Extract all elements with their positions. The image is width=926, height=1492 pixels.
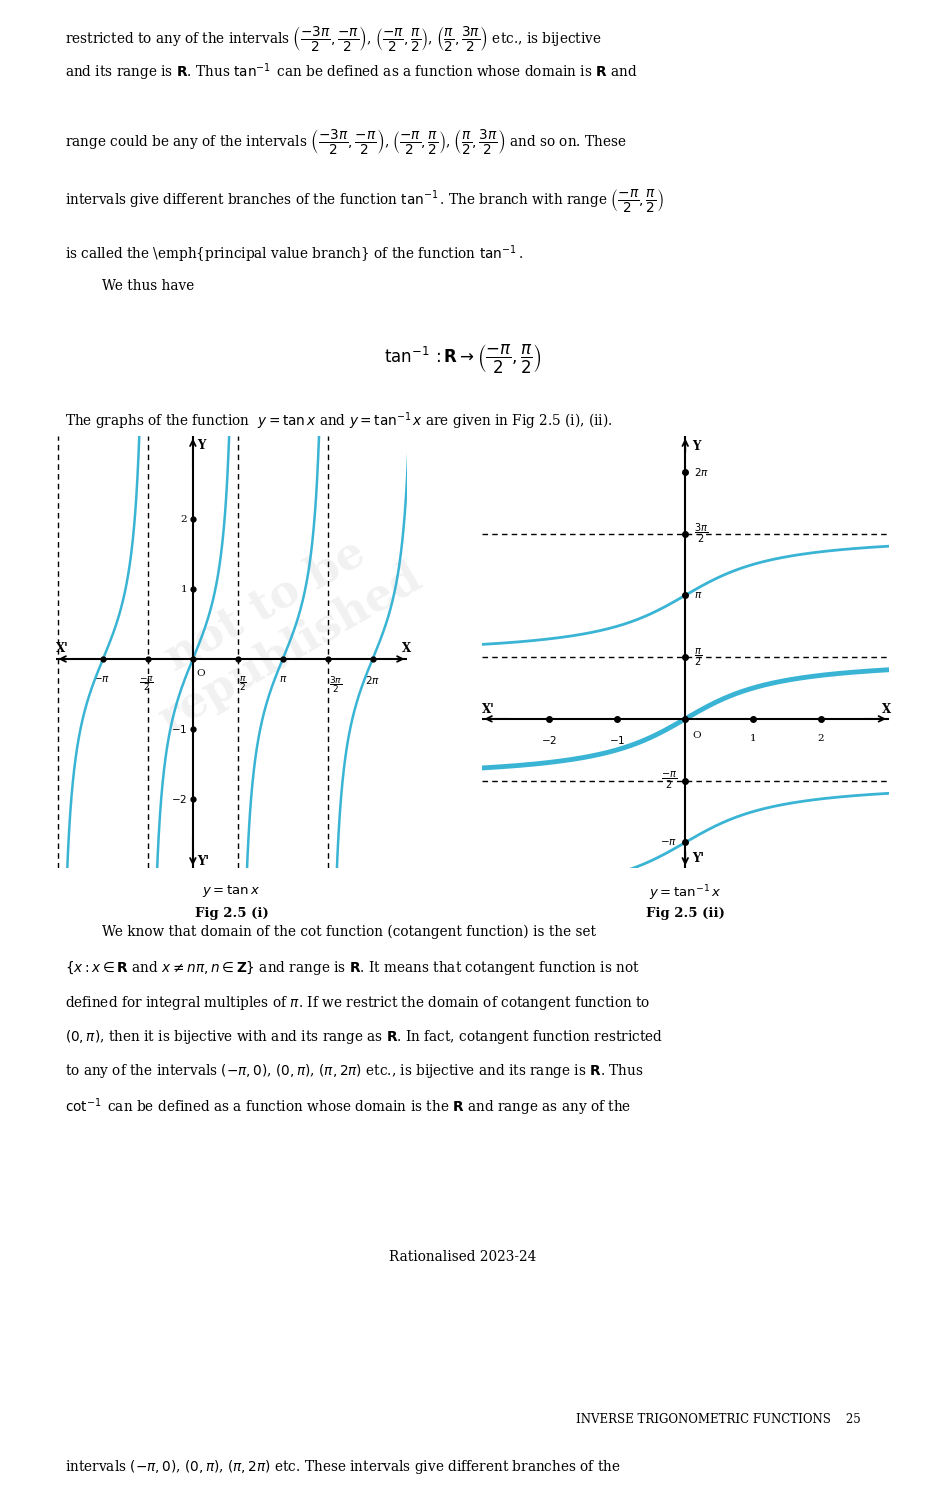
Text: $(0, \pi)$, then it is bijective with and its range as $\mathbf{R}$. In fact, co: $(0, \pi)$, then it is bijective with an…: [65, 1028, 663, 1046]
Text: 2: 2: [818, 734, 824, 743]
Text: $-1$: $-1$: [170, 722, 187, 734]
Text: $\{x : x \in \mathbf{R}$ and $x \neq n\pi, n \in \mathbf{Z}\}$ and range is $\ma: $\{x : x \in \mathbf{R}$ and $x \neq n\p…: [65, 959, 640, 977]
Text: X: X: [402, 642, 411, 655]
Text: $-\pi$: $-\pi$: [93, 674, 110, 685]
Text: $2\pi$: $2\pi$: [365, 674, 381, 686]
Text: $-1$: $-1$: [609, 734, 625, 746]
Text: defined for integral multiples of $\pi$. If we restrict the domain of cotangent : defined for integral multiples of $\pi$.…: [65, 994, 650, 1012]
Text: $-2$: $-2$: [171, 792, 187, 804]
Text: We know that domain of the cot function (cotangent function) is the set: We know that domain of the cot function …: [102, 925, 595, 940]
Text: Rationalised 2023-24: Rationalised 2023-24: [389, 1250, 537, 1264]
Text: INVERSE TRIGONOMETRIC FUNCTIONS    25: INVERSE TRIGONOMETRIC FUNCTIONS 25: [576, 1413, 861, 1426]
Text: and its range is $\mathbf{R}$. Thus $\tan^{-1}$ can be defined as a function who: and its range is $\mathbf{R}$. Thus $\ta…: [65, 61, 637, 82]
Text: to any of the intervals $(-\pi, 0)$, $(0, \pi)$, $(\pi, 2\pi)$ etc., is bijectiv: to any of the intervals $(-\pi, 0)$, $(0…: [65, 1062, 644, 1080]
Text: $\pi$: $\pi$: [279, 674, 287, 685]
Text: $y = \tan x$: $y = \tan x$: [203, 883, 260, 900]
Text: Y: Y: [692, 440, 700, 452]
Text: intervals $(-\pi, 0)$, $(0, \pi)$, $(\pi, 2\pi)$ etc. These intervals give diffe: intervals $(-\pi, 0)$, $(0, \pi)$, $(\pi…: [65, 1458, 620, 1476]
Text: $\dfrac{3\pi}{2}$: $\dfrac{3\pi}{2}$: [329, 674, 343, 695]
Text: Y: Y: [197, 439, 206, 452]
Text: Fig 2.5 (ii): Fig 2.5 (ii): [645, 907, 725, 921]
Text: $y = \tan^{-1}x$: $y = \tan^{-1}x$: [649, 883, 721, 903]
Text: We thus have: We thus have: [102, 279, 194, 292]
Text: 1: 1: [181, 585, 187, 594]
Text: X': X': [482, 703, 494, 716]
Text: restricted to any of the intervals $\left(\dfrac{-3\pi}{2}, \dfrac{-\pi}{2}\righ: restricted to any of the intervals $\lef…: [65, 24, 602, 52]
Text: Y': Y': [197, 855, 209, 868]
Text: 2: 2: [181, 515, 187, 524]
Text: is called the \emph{principal value branch} of the function $\tan^{-1}$.: is called the \emph{principal value bran…: [65, 243, 523, 264]
Text: $-2$: $-2$: [542, 734, 557, 746]
Text: $\cot^{-1}$ can be defined as a function whose domain is the $\mathbf{R}$ and ra: $\cot^{-1}$ can be defined as a function…: [65, 1097, 631, 1118]
Text: $-\pi$: $-\pi$: [660, 837, 677, 847]
Text: $\pi$: $\pi$: [694, 591, 703, 600]
Text: $\dfrac{\pi}{2}$: $\dfrac{\pi}{2}$: [239, 674, 247, 694]
Text: O: O: [196, 670, 205, 679]
Text: $\tan^{-1} : \mathbf{R} \rightarrow \left(\dfrac{-\pi}{2}, \dfrac{\pi}{2}\right): $\tan^{-1} : \mathbf{R} \rightarrow \lef…: [384, 342, 542, 374]
Text: $\dfrac{3\pi}{2}$: $\dfrac{3\pi}{2}$: [694, 522, 708, 545]
Text: $\dfrac{-\pi}{2}$: $\dfrac{-\pi}{2}$: [139, 674, 154, 694]
Text: X: X: [882, 703, 892, 716]
Text: X': X': [56, 642, 69, 655]
Text: 1: 1: [750, 734, 757, 743]
Text: O: O: [692, 731, 701, 740]
Text: $\dfrac{-\pi}{2}$: $\dfrac{-\pi}{2}$: [661, 770, 677, 791]
Text: Fig 2.5 (i): Fig 2.5 (i): [194, 907, 269, 921]
Text: The graphs of the function  $y = \tan x$ and $y = \tan^{-1}x$ are given in Fig 2: The graphs of the function $y = \tan x$ …: [65, 410, 612, 431]
Text: $2\pi$: $2\pi$: [694, 466, 709, 477]
Text: $\dfrac{\pi}{2}$: $\dfrac{\pi}{2}$: [694, 646, 702, 667]
Text: Y': Y': [692, 852, 704, 865]
Text: range could be any of the intervals $\left(\dfrac{-3\pi}{2}, \dfrac{-\pi}{2}\rig: range could be any of the intervals $\le…: [65, 127, 627, 155]
Text: not to be
republished: not to be republished: [126, 512, 430, 742]
Text: intervals give different branches of the function $\tan^{-1}$. The branch with r: intervals give different branches of the…: [65, 186, 664, 213]
